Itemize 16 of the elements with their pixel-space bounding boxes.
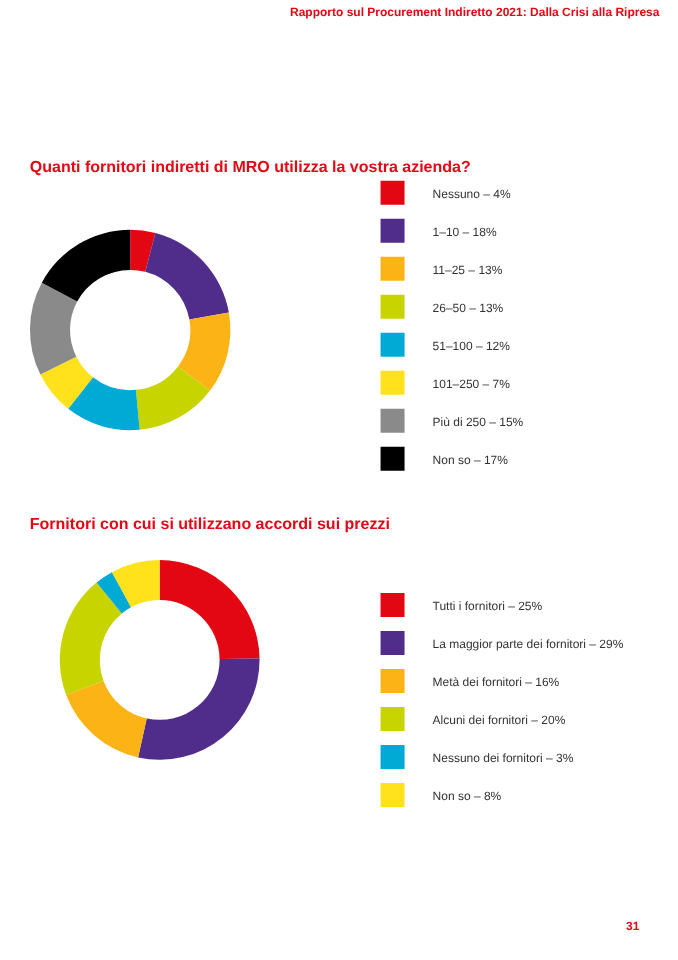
donut-slice — [178, 312, 231, 391]
donut-slice — [41, 229, 131, 302]
donut-slice — [68, 377, 140, 431]
donut-slice — [96, 572, 132, 614]
donut-slice — [159, 560, 260, 659]
donut-slice — [66, 680, 147, 758]
donut-slice — [29, 282, 78, 375]
donut-slice — [135, 366, 210, 430]
chart-title: Fornitori con cui si utilizzano accordi sui prezzi — [29, 515, 390, 534]
donut-slice — [130, 229, 156, 272]
donut-slice — [40, 356, 94, 409]
donut-slice — [138, 658, 260, 760]
donut-slice — [111, 560, 160, 608]
donut-slice — [59, 582, 122, 695]
donut-slice — [145, 233, 229, 320]
chart-title: Quanti fornitori indiretti di MRO utilizza la vostra azienda? — [29, 158, 471, 177]
